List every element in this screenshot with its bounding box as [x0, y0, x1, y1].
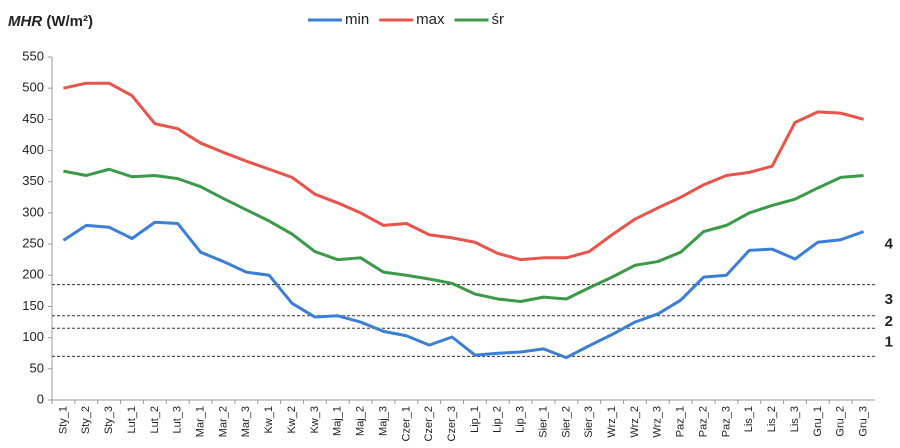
y-tick-label: 250	[22, 236, 44, 251]
x-tick-label: Wrz_1	[606, 406, 618, 438]
y-tick-label: 50	[30, 360, 44, 375]
x-tick-label: Mar_1	[195, 406, 207, 437]
series-line	[62, 220, 865, 360]
x-tick-label: Kw_2	[286, 406, 298, 434]
chart-title: MHR (W/m²)	[8, 13, 93, 30]
x-tick-label: Kw_3	[309, 406, 321, 434]
x-tick-label: Paz_3	[720, 406, 732, 437]
x-tick-label: Lip_1	[469, 406, 481, 433]
zone-label: 2	[885, 313, 893, 330]
x-tick-label: Sty_3	[103, 406, 115, 434]
x-tick-label: Mar_2	[217, 406, 229, 437]
x-tick-label: Paz_2	[697, 406, 709, 437]
x-tick-label: Lis_2	[766, 406, 778, 432]
y-tick-label: 100	[22, 329, 44, 344]
x-tick-label: Sier_1	[537, 406, 549, 438]
x-tick-label: Wrz_3	[652, 406, 664, 438]
legend: min max śr	[308, 11, 504, 28]
x-tick-label: Kw_1	[263, 406, 275, 434]
series-line	[63, 167, 864, 303]
x-tick-label: Czer_1	[400, 406, 412, 441]
x-tick-label: Lut_1	[126, 406, 138, 434]
x-tick-label: Lut_2	[149, 406, 161, 434]
x-tick-label: Paz_1	[675, 406, 687, 437]
x-tick-label: Gru_1	[812, 406, 824, 437]
x-tick-label: Gru_3	[857, 406, 869, 437]
y-tick-label: 350	[22, 173, 44, 188]
y-tick-label: 400	[22, 142, 44, 157]
legend-label: śr	[492, 11, 505, 28]
x-tick-label: Sty_2	[80, 406, 92, 434]
x-tick-label: Czer_2	[423, 406, 435, 441]
y-tick-label: 500	[22, 80, 44, 95]
y-tick-label: 550	[22, 48, 44, 63]
x-tick-label: Sier_2	[560, 406, 572, 438]
zone-label: 4	[885, 236, 894, 253]
x-tick-label: Lip_3	[515, 406, 527, 433]
x-tick-label: Lip_2	[492, 406, 504, 433]
legend-label: max	[416, 11, 445, 28]
zone-label: 3	[885, 291, 893, 308]
series-line	[63, 81, 864, 262]
x-tick-label: Lut_3	[172, 406, 184, 434]
x-tick-label: Maj_1	[332, 406, 344, 436]
title-main: MHR	[8, 13, 42, 30]
x-tick-label: Lis_1	[743, 406, 755, 432]
x-tick-label: Sty_1	[57, 406, 69, 434]
x-tick-label: Gru_2	[835, 406, 847, 437]
title-unit: (W/m²)	[46, 13, 93, 30]
x-tick-label: Lis_3	[789, 406, 801, 432]
x-tick-label: Czer_3	[446, 406, 458, 441]
y-tick-label: 300	[22, 204, 44, 219]
x-tick-label: Maj_2	[355, 406, 367, 436]
x-tick-label: Sier_3	[583, 406, 595, 438]
zone-label: 1	[885, 333, 893, 350]
x-tick-label: Wrz_2	[629, 406, 641, 438]
y-tick-label: 0	[37, 391, 44, 406]
x-tick-label: Maj_3	[377, 406, 389, 436]
y-tick-label: 200	[22, 267, 44, 282]
x-tick-label: Mar_3	[240, 406, 252, 437]
y-tick-label: 150	[22, 298, 44, 313]
legend-label: min	[345, 11, 369, 28]
y-tick-label: 450	[22, 111, 44, 126]
